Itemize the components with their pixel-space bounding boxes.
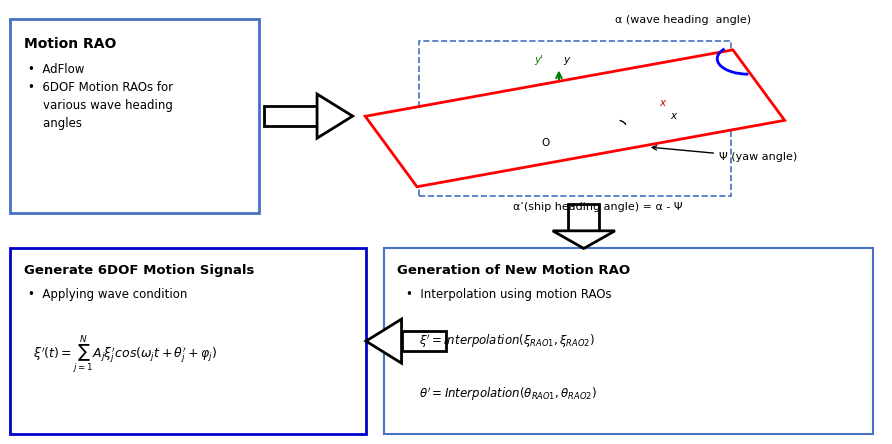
FancyBboxPatch shape [419,41,731,195]
Text: y: y [564,56,569,65]
Text: $\theta' = Interpolation(\theta_{RAO1}, \theta_{RAO2})$: $\theta' = Interpolation(\theta_{RAO1}, … [419,385,597,403]
Text: O: O [541,138,550,148]
FancyBboxPatch shape [11,249,366,434]
Text: Ψ (yaw angle): Ψ (yaw angle) [652,146,797,162]
Polygon shape [365,50,785,187]
Text: α (wave heading  angle): α (wave heading angle) [615,15,751,24]
FancyBboxPatch shape [401,331,446,351]
Text: Generate 6DOF Motion Signals: Generate 6DOF Motion Signals [23,264,254,277]
Text: Motion RAO: Motion RAO [23,37,116,51]
Text: $\xi' = Interpolation(\xi_{RAO1}, \xi_{RAO2})$: $\xi' = Interpolation(\xi_{RAO1}, \xi_{R… [419,333,595,350]
Text: •  Interpolation using motion RAOs: • Interpolation using motion RAOs [406,288,612,301]
FancyBboxPatch shape [568,204,599,231]
Text: x: x [659,98,665,107]
Text: y': y' [534,56,543,65]
Text: Generation of New Motion RAO: Generation of New Motion RAO [397,264,631,277]
Text: •  AdFlow
•  6DOF Motion RAOs for
    various wave heading
    angles: • AdFlow • 6DOF Motion RAOs for various … [28,63,173,130]
Text: x: x [670,111,676,120]
FancyBboxPatch shape [11,19,260,213]
Polygon shape [553,231,615,249]
Text: •  Applying wave condition: • Applying wave condition [28,288,187,301]
Polygon shape [317,94,352,138]
Polygon shape [366,319,401,363]
Text: α’(ship heading angle) = α - Ψ: α’(ship heading angle) = α - Ψ [513,202,682,212]
FancyBboxPatch shape [264,106,317,126]
Text: $\xi'(t) = \sum_{j=1}^{N} A_j \xi_j' cos(\omega_j t + \theta_j' + \varphi_j)$: $\xi'(t) = \sum_{j=1}^{N} A_j \xi_j' cos… [32,334,217,377]
FancyBboxPatch shape [384,249,873,434]
